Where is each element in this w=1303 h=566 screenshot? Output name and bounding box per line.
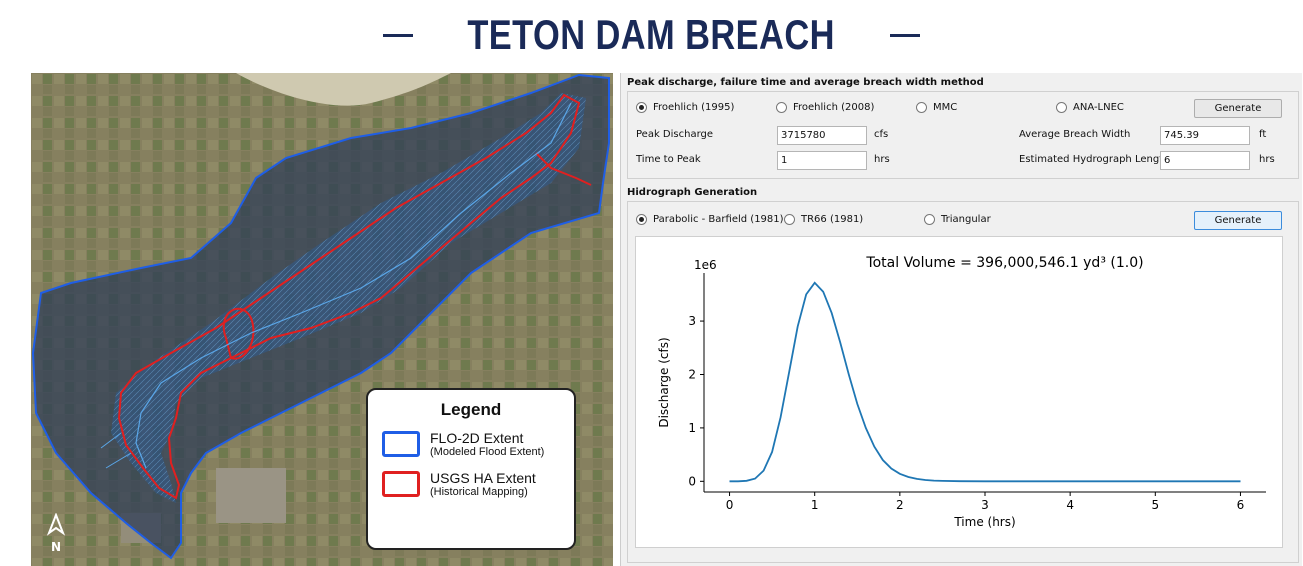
north-label: N: [50, 540, 62, 554]
legend-sub-flo2d: (Modeled Flood Extent): [430, 446, 545, 458]
peak-discharge-unit: cfs: [874, 129, 889, 140]
north-arrow-icon: [46, 512, 66, 536]
map-terrain: [31, 73, 613, 566]
title-dash-right: [889, 33, 920, 37]
x-tick-label: 3: [981, 498, 989, 512]
radio-label: Triangular: [941, 214, 991, 225]
time-to-peak-field[interactable]: 1: [777, 151, 867, 170]
radio-triangular[interactable]: Triangular: [924, 214, 991, 225]
radio-dot: [916, 102, 927, 113]
legend-main-flo2d: FLO-2D Extent: [430, 430, 524, 446]
radio-mmc[interactable]: MMC: [916, 102, 957, 113]
radio-dot: [636, 102, 647, 113]
reservoir-area: [236, 73, 451, 106]
banner: TETON DAM BREACH: [0, 0, 1303, 70]
x-tick-label: 1: [811, 498, 819, 512]
time-to-peak-unit: hrs: [874, 154, 890, 165]
legend-label-usgs: USGS HA Extent (Historical Mapping): [430, 470, 536, 498]
chart-title: Total Volume = 396,000,546.1 yd³ (1.0): [865, 255, 1143, 271]
peak-discharge-field[interactable]: 3715780: [777, 126, 867, 145]
hydrograph-length-unit: hrs: [1259, 154, 1275, 165]
radio-label: Parabolic - Barfield (1981): [653, 214, 784, 225]
peak-discharge-label: Peak Discharge: [636, 129, 714, 140]
hydrograph-plot: 0 1 2 3 4 5 6 0 1 2 3 1e6 Total Volume = 396,000,546…: [635, 236, 1283, 548]
avg-breach-width-unit: ft: [1259, 129, 1267, 140]
y-tick-label: 3: [688, 314, 696, 328]
radio-dot: [776, 102, 787, 113]
avg-breach-width-label: Average Breach Width: [1019, 129, 1131, 140]
radio-dot: [1056, 102, 1067, 113]
title-dash-left: [383, 33, 414, 37]
time-to-peak-label: Time to Peak: [636, 154, 701, 165]
map-legend: Legend FLO-2D Extent (Modeled Flood Exte…: [366, 388, 576, 550]
breach-dialog: Peak discharge, failure time and average…: [620, 73, 1302, 566]
x-axis-label: Time (hrs): [953, 515, 1015, 529]
flo2d-swatch: [382, 431, 420, 457]
radio-tr66[interactable]: TR66 (1981): [784, 214, 863, 225]
y-tick-label: 2: [688, 367, 696, 381]
x-tick-label: 2: [896, 498, 904, 512]
radio-label: MMC: [933, 102, 958, 113]
radio-label: Froehlich (1995): [653, 102, 735, 113]
generate-hydrograph-button[interactable]: Generate: [1194, 211, 1282, 230]
x-tick-label: 5: [1151, 498, 1159, 512]
radio-froehlich-1995[interactable]: Froehlich (1995): [636, 102, 734, 113]
x-tick-label: 6: [1237, 498, 1245, 512]
x-tick-label: 4: [1066, 498, 1074, 512]
north-arrow: N: [45, 512, 67, 554]
radio-dot: [636, 214, 647, 225]
avg-breach-width-field[interactable]: 745.39: [1160, 126, 1250, 145]
radio-dot: [924, 214, 935, 225]
flood-map: Legend FLO-2D Extent (Modeled Flood Exte…: [31, 73, 613, 566]
legend-main-usgs: USGS HA Extent: [430, 470, 536, 486]
hydrograph-length-label: Estimated Hydrograph Length: [1019, 154, 1170, 165]
radio-label: TR66 (1981): [801, 214, 864, 225]
hydrograph-length-field[interactable]: 6: [1160, 151, 1250, 170]
radio-froehlich-2008[interactable]: Froehlich (2008): [776, 102, 874, 113]
radio-label: Froehlich (2008): [793, 102, 875, 113]
hydrograph-line-series-0: [729, 281, 1241, 483]
y-tick-label: 0: [688, 474, 696, 488]
channel-lines: [135, 102, 572, 469]
banner-title: TETON DAM BREACH: [467, 11, 836, 58]
channel-lines-2: [100, 432, 132, 469]
radio-label: ANA-LNEC: [1073, 102, 1124, 113]
radio-dot: [784, 214, 795, 225]
legend-sub-usgs: (Historical Mapping): [430, 486, 528, 498]
x-tick-label: 0: [726, 498, 734, 512]
usgs-ha-loop: [222, 307, 255, 360]
legend-item-flo2d: FLO-2D Extent (Modeled Flood Extent): [382, 430, 560, 458]
flooded-zone: [111, 93, 586, 503]
legend-label-flo2d: FLO-2D Extent (Modeled Flood Extent): [430, 430, 544, 458]
hydro-section-title: Hidrograph Generation: [627, 187, 758, 198]
y-tick-label: 1: [688, 421, 696, 435]
town-area: [216, 468, 286, 523]
legend-title: Legend: [440, 400, 502, 419]
y-axis-label: Discharge (cfs): [657, 337, 671, 427]
generate-peak-button[interactable]: Generate: [1194, 99, 1282, 118]
radio-ana-lnec[interactable]: ANA-LNEC: [1056, 102, 1124, 113]
radio-parabolic-barfield[interactable]: Parabolic - Barfield (1981): [636, 214, 784, 225]
y-multiplier-label: 1e6: [694, 258, 717, 272]
peak-method-group: Froehlich (1995) Froehlich (2008) MMC AN…: [627, 91, 1299, 179]
usgs-swatch: [382, 471, 420, 497]
usgs-ha-east-arm: [535, 152, 592, 186]
legend-item-usgs: USGS HA Extent (Historical Mapping): [382, 470, 560, 498]
usgs-ha-extent: [117, 93, 581, 500]
peak-section-title: Peak discharge, failure time and average…: [627, 77, 984, 88]
hydrograph-chart: 0 1 2 3 4 5 6 0 1 2 3 1e6 Total Volume = 396,000,546…: [657, 255, 1266, 529]
